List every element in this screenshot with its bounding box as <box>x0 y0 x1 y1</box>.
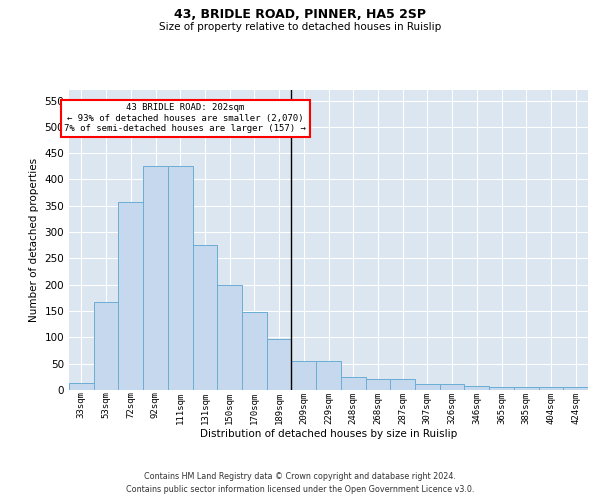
Bar <box>217 284 242 390</box>
Bar <box>440 384 464 390</box>
Bar <box>193 246 217 390</box>
Bar <box>539 388 563 390</box>
Bar <box>316 361 341 390</box>
Bar <box>365 380 390 390</box>
Text: 43, BRIDLE ROAD, PINNER, HA5 2SP: 43, BRIDLE ROAD, PINNER, HA5 2SP <box>174 8 426 20</box>
Bar <box>143 166 168 390</box>
Bar <box>292 361 316 390</box>
Text: 43 BRIDLE ROAD: 202sqm
← 93% of detached houses are smaller (2,070)
7% of semi-d: 43 BRIDLE ROAD: 202sqm ← 93% of detached… <box>64 103 306 133</box>
Bar <box>69 383 94 390</box>
Bar <box>118 202 143 390</box>
Bar <box>341 377 365 390</box>
Bar <box>94 302 118 390</box>
Bar <box>390 380 415 390</box>
Bar <box>415 384 440 390</box>
Bar <box>514 388 539 390</box>
Text: Contains public sector information licensed under the Open Government Licence v3: Contains public sector information licen… <box>126 484 474 494</box>
Bar <box>267 340 292 390</box>
Bar <box>464 386 489 390</box>
Bar <box>489 388 514 390</box>
X-axis label: Distribution of detached houses by size in Ruislip: Distribution of detached houses by size … <box>200 429 457 439</box>
Text: Size of property relative to detached houses in Ruislip: Size of property relative to detached ho… <box>159 22 441 32</box>
Bar <box>168 166 193 390</box>
Bar <box>242 312 267 390</box>
Bar <box>563 388 588 390</box>
Text: Contains HM Land Registry data © Crown copyright and database right 2024.: Contains HM Land Registry data © Crown c… <box>144 472 456 481</box>
Y-axis label: Number of detached properties: Number of detached properties <box>29 158 39 322</box>
